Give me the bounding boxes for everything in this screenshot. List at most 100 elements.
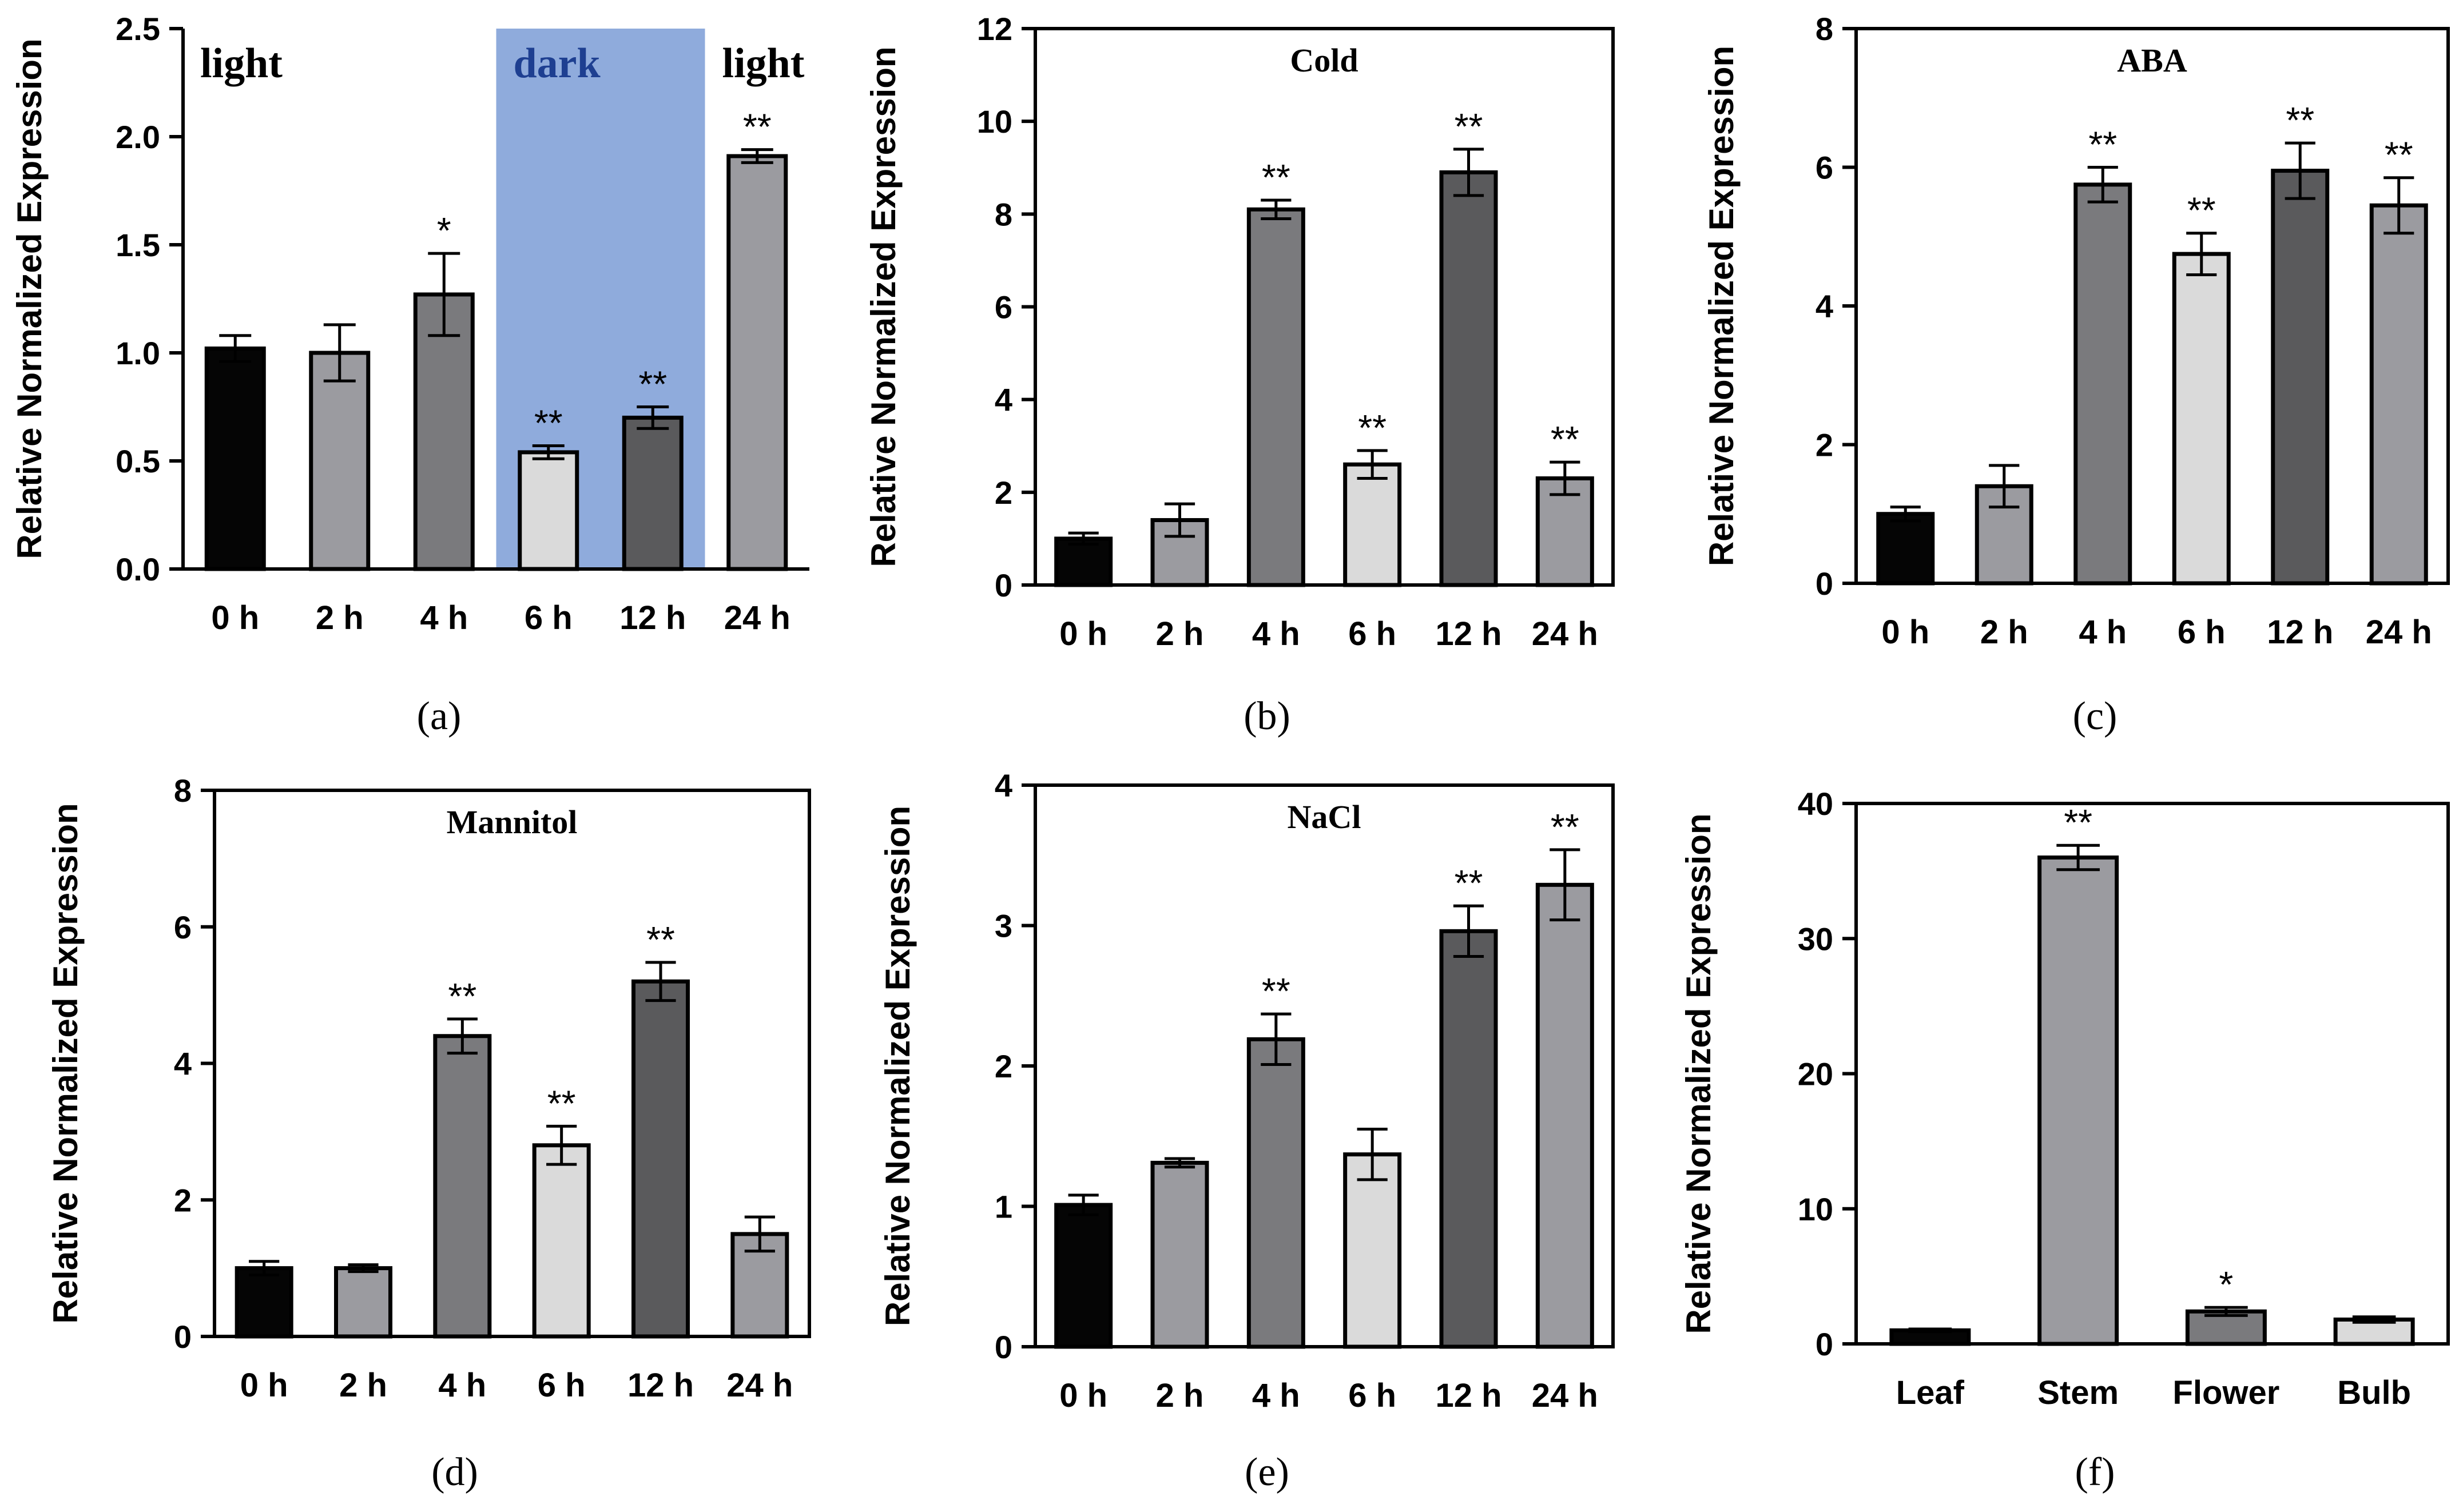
x-tick-label: 2 h [1156, 1377, 1204, 1414]
x-tick-label: 4 h [1252, 1377, 1300, 1414]
bar-6h [1343, 462, 1402, 587]
period-label-dark: dark [514, 40, 601, 87]
y-tick-label: 0 [1816, 566, 1833, 602]
bar-12h [1439, 170, 1498, 587]
y-tick-label: 2 [174, 1182, 192, 1218]
bar-6h [518, 450, 579, 571]
y-tick-label: 2.5 [116, 11, 160, 47]
significance-mark: ** [1358, 407, 1387, 448]
panel-letter: (c) [2073, 694, 2118, 738]
y-tick-label: 1.0 [116, 335, 160, 371]
significance-mark: ** [2064, 802, 2092, 843]
plot-frame [1034, 783, 1615, 1348]
chart-title: Mannitol [447, 803, 578, 841]
bar-24h [726, 154, 788, 571]
panel-letter: (e) [1245, 1450, 1289, 1494]
x-tick-label: 2 h [1980, 614, 2028, 651]
x-tick-label: 2 h [316, 599, 364, 636]
y-tick-label: 2 [1816, 427, 1833, 463]
x-tick-label: 0 h [211, 599, 259, 636]
x-tick-label: 2 h [1156, 615, 1204, 652]
bar-24h [1535, 882, 1594, 1349]
bar-12h [622, 415, 684, 571]
y-tick-label: 6 [174, 909, 192, 945]
x-tick-label: 0 h [1059, 1377, 1107, 1414]
y-axis-title: Relative Normalized Expression [1679, 813, 1718, 1334]
x-tick-label: 6 h [1348, 615, 1396, 652]
bar-2h [309, 351, 371, 571]
bar-4h [413, 292, 475, 571]
y-tick-label: 0 [995, 1329, 1012, 1365]
significance-mark: ** [743, 106, 772, 148]
chart-panel-d: 0 2 4 6 8 0 h 2 h ** 4 h ** 6 h ** 12 h 24 h Mannitol R… [46, 773, 811, 1494]
bar-4h [1246, 207, 1305, 587]
x-tick-label: Flower [2172, 1374, 2279, 1411]
chart-panel-c: 0 2 4 6 8 0 h 2 h ** 4 h ** 6 h ** 12 h ** 24 h ABA Rela… [1702, 11, 2450, 738]
bar-4h [2073, 182, 2132, 586]
x-tick-label: 24 h [726, 1367, 793, 1404]
x-tick-label: Bulb [2337, 1374, 2411, 1411]
bar-0h [1054, 536, 1113, 587]
y-tick-label: 1.5 [116, 227, 160, 263]
y-tick-label: 4 [995, 382, 1012, 418]
significance-mark: ** [1455, 106, 1483, 147]
x-tick-label: 4 h [2079, 614, 2127, 651]
panel-letter: (f) [2075, 1450, 2115, 1494]
y-tick-label: 2 [995, 1048, 1012, 1084]
significance-mark: ** [2088, 124, 2117, 165]
y-axis-title: Relative Normalized Expression [1702, 46, 1741, 566]
bar-0h [235, 1266, 293, 1339]
x-tick-label: 12 h [1435, 615, 1501, 652]
bar-0h [1054, 1203, 1113, 1349]
significance-mark: ** [638, 364, 667, 405]
y-tick-label: 4 [174, 1046, 192, 1082]
x-tick-label: 0 h [1881, 614, 1929, 651]
bar-4h [433, 1034, 492, 1339]
bar-2h [334, 1266, 392, 1339]
bar-6h [532, 1143, 591, 1339]
y-axis-title: Relative Normalized Expression [10, 38, 49, 559]
y-axis-title: Relative Normalized Expression [864, 46, 903, 567]
plot-frame [1854, 27, 2450, 585]
plot-frame [213, 789, 811, 1338]
significance-mark: ** [2385, 134, 2413, 176]
y-tick-label: 6 [995, 289, 1012, 325]
significance-mark: ** [2286, 100, 2314, 141]
bar-12h [2271, 169, 2330, 586]
bar-24h [2369, 203, 2428, 586]
y-tick-label: 2.0 [116, 119, 160, 155]
chart-title: Cold [1290, 42, 1358, 79]
y-tick-label: 1 [995, 1189, 1012, 1225]
chart-panel-a: light dark light 0.0 0.5 1.0 1.5 2.0 2.5 0 h 2 h * 4… [10, 11, 809, 738]
period-label-light: light [200, 40, 283, 87]
x-tick-label: Leaf [1896, 1374, 1965, 1411]
x-tick-label: 6 h [538, 1367, 586, 1404]
significance-mark: ** [534, 403, 563, 444]
bar-6h [1343, 1152, 1402, 1349]
y-tick-label: 40 [1798, 786, 1833, 822]
y-tick-label: 4 [1816, 288, 1833, 324]
bar-2h [1150, 518, 1209, 587]
x-tick-label: 12 h [1435, 1377, 1501, 1414]
significance-mark: ** [1262, 157, 1290, 198]
significance-mark: ** [547, 1083, 576, 1124]
y-tick-label: 4 [995, 767, 1012, 803]
x-tick-label: 24 h [1532, 1377, 1598, 1414]
bar-4h [1246, 1037, 1305, 1349]
chart-panel-f: 0 10 20 30 40 Leaf ** Stem * Flower Bulb Relative N… [1679, 786, 2450, 1494]
significance-mark: ** [1551, 806, 1579, 847]
x-tick-label: 6 h [1348, 1377, 1396, 1414]
x-tick-label: 4 h [420, 599, 468, 636]
y-tick-label: 8 [995, 196, 1012, 232]
x-tick-label: 24 h [1532, 615, 1598, 652]
y-tick-label: 3 [995, 908, 1012, 944]
period-label-light: light [722, 40, 805, 87]
x-tick-label: 24 h [2366, 614, 2432, 651]
significance-mark: ** [646, 919, 675, 960]
x-tick-label: 6 h [525, 599, 573, 636]
panel-letter: (d) [431, 1450, 478, 1494]
significance-mark: * [437, 210, 451, 251]
x-tick-label: 0 h [1059, 615, 1107, 652]
panel-letter: (a) [417, 694, 462, 738]
y-tick-label: 8 [174, 773, 192, 809]
